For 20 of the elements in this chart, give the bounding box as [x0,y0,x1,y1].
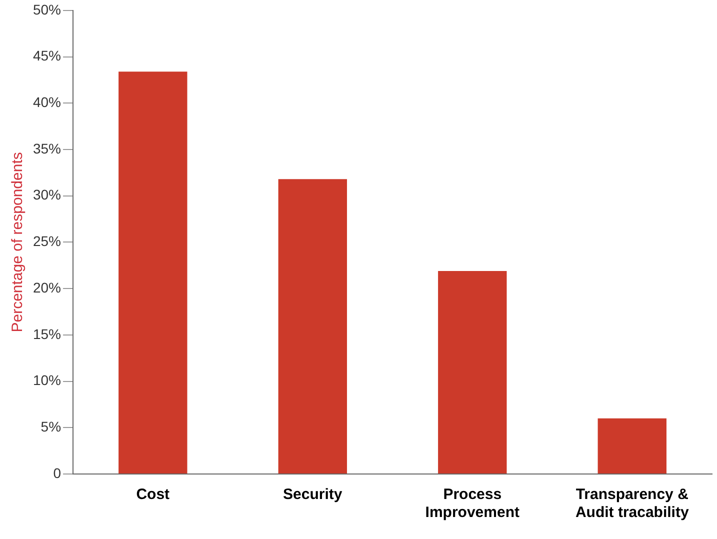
y-tick-label: 5% [40,418,62,434]
bar [598,418,666,474]
x-tick-label: Cost [136,486,170,504]
bar [278,179,347,474]
y-tick-label: 35% [32,140,62,156]
y-tick-label: 40% [32,94,62,110]
y-tick-label: 15% [32,326,62,342]
y-tick-label: 30% [32,186,62,203]
x-tick-label: Process Improvement [425,486,520,522]
y-tick-label: 10% [32,372,62,388]
x-tick-label: Security [283,486,343,504]
x-tick-label: Transparency & Audit tracability [575,486,690,522]
y-axis-title: Percentage of respondents [9,152,26,332]
y-tick-label: 45% [32,48,62,64]
y-tick-label: 25% [32,233,62,250]
y-tick-label: 20% [32,279,62,296]
y-tick-label: 50% [32,1,62,18]
y-tick-label: 0 [53,464,62,481]
bar [438,270,507,474]
bar [118,72,188,474]
